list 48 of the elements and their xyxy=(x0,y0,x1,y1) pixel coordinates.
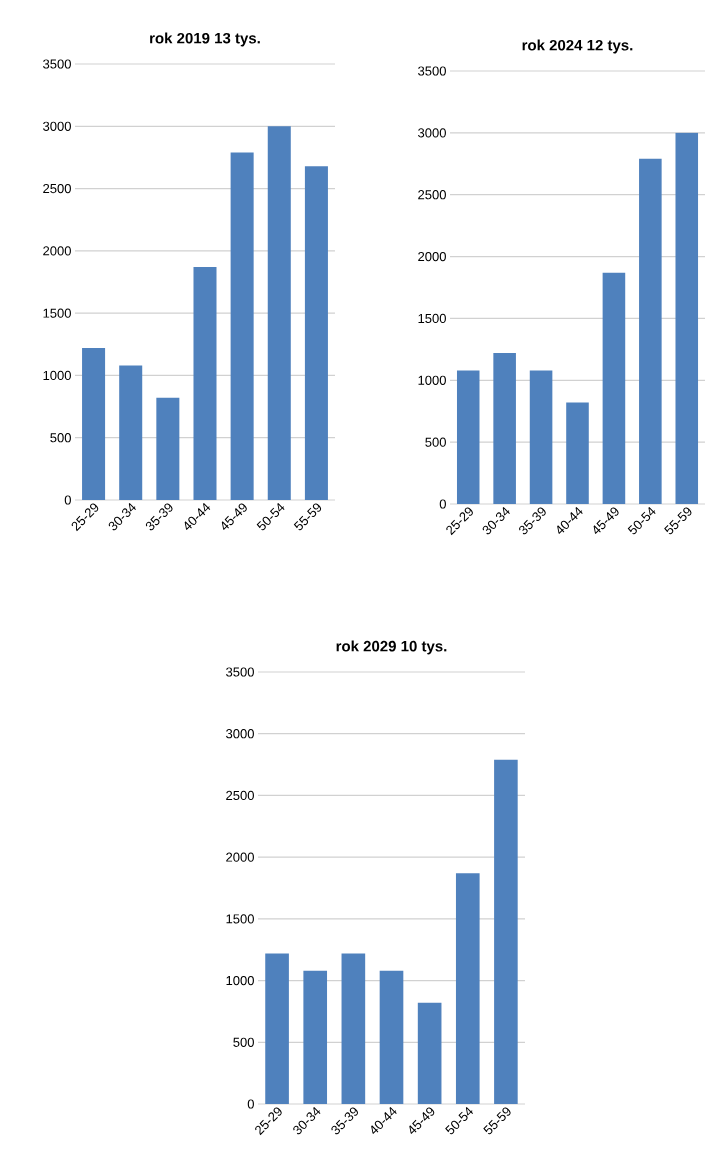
bar xyxy=(230,152,254,500)
bar xyxy=(639,158,662,504)
bar xyxy=(193,267,217,500)
y-tick-label: 3000 xyxy=(43,121,71,131)
y-tick-label: 500 xyxy=(50,433,71,443)
bar xyxy=(379,970,404,1104)
bar xyxy=(493,353,516,504)
y-tick-label: 2500 xyxy=(226,790,254,801)
y-tick-label: 1500 xyxy=(43,308,71,318)
y-tick-label: 3500 xyxy=(418,66,446,76)
chart-title: rok 2029 10 tys. xyxy=(336,640,447,655)
chart-title: rok 2019 13 tys. xyxy=(150,32,260,47)
bar xyxy=(304,166,328,500)
bar xyxy=(602,272,626,504)
bar xyxy=(455,873,480,1104)
y-tick-label: 3000 xyxy=(418,128,446,138)
y-tick-label: 3500 xyxy=(43,59,71,69)
bar xyxy=(456,370,480,504)
bar xyxy=(529,370,553,504)
y-tick-label: 3500 xyxy=(226,667,254,677)
y-tick-label: 0 xyxy=(64,495,71,505)
y-tick-label: 2000 xyxy=(43,246,71,256)
y-tick-label: 2000 xyxy=(418,251,446,262)
bar xyxy=(82,348,106,500)
bar xyxy=(265,953,289,1104)
y-tick-label: 1500 xyxy=(226,914,254,924)
y-tick-label: 3000 xyxy=(226,729,254,739)
bar xyxy=(341,953,366,1104)
bar xyxy=(267,126,291,500)
y-tick-label: 2500 xyxy=(418,190,446,200)
bar xyxy=(675,132,699,504)
y-tick-label: 0 xyxy=(439,499,446,509)
y-tick-label: 1000 xyxy=(418,375,446,385)
bar xyxy=(566,402,589,504)
y-tick-label: 2000 xyxy=(226,852,254,862)
y-tick-label: 500 xyxy=(233,1037,254,1047)
chart-title: rok 2024 12 tys. xyxy=(522,39,633,54)
y-tick-label: 1000 xyxy=(43,370,71,381)
bar xyxy=(156,397,180,500)
y-tick-label: 1000 xyxy=(226,975,254,986)
y-tick-label: 0 xyxy=(247,1099,254,1109)
y-tick-label: 500 xyxy=(425,437,446,447)
y-tick-label: 2500 xyxy=(43,183,71,194)
bar xyxy=(417,1002,442,1104)
bar xyxy=(303,970,328,1104)
bar xyxy=(494,759,518,1104)
bar xyxy=(119,365,143,500)
y-tick-label: 1500 xyxy=(418,313,446,324)
